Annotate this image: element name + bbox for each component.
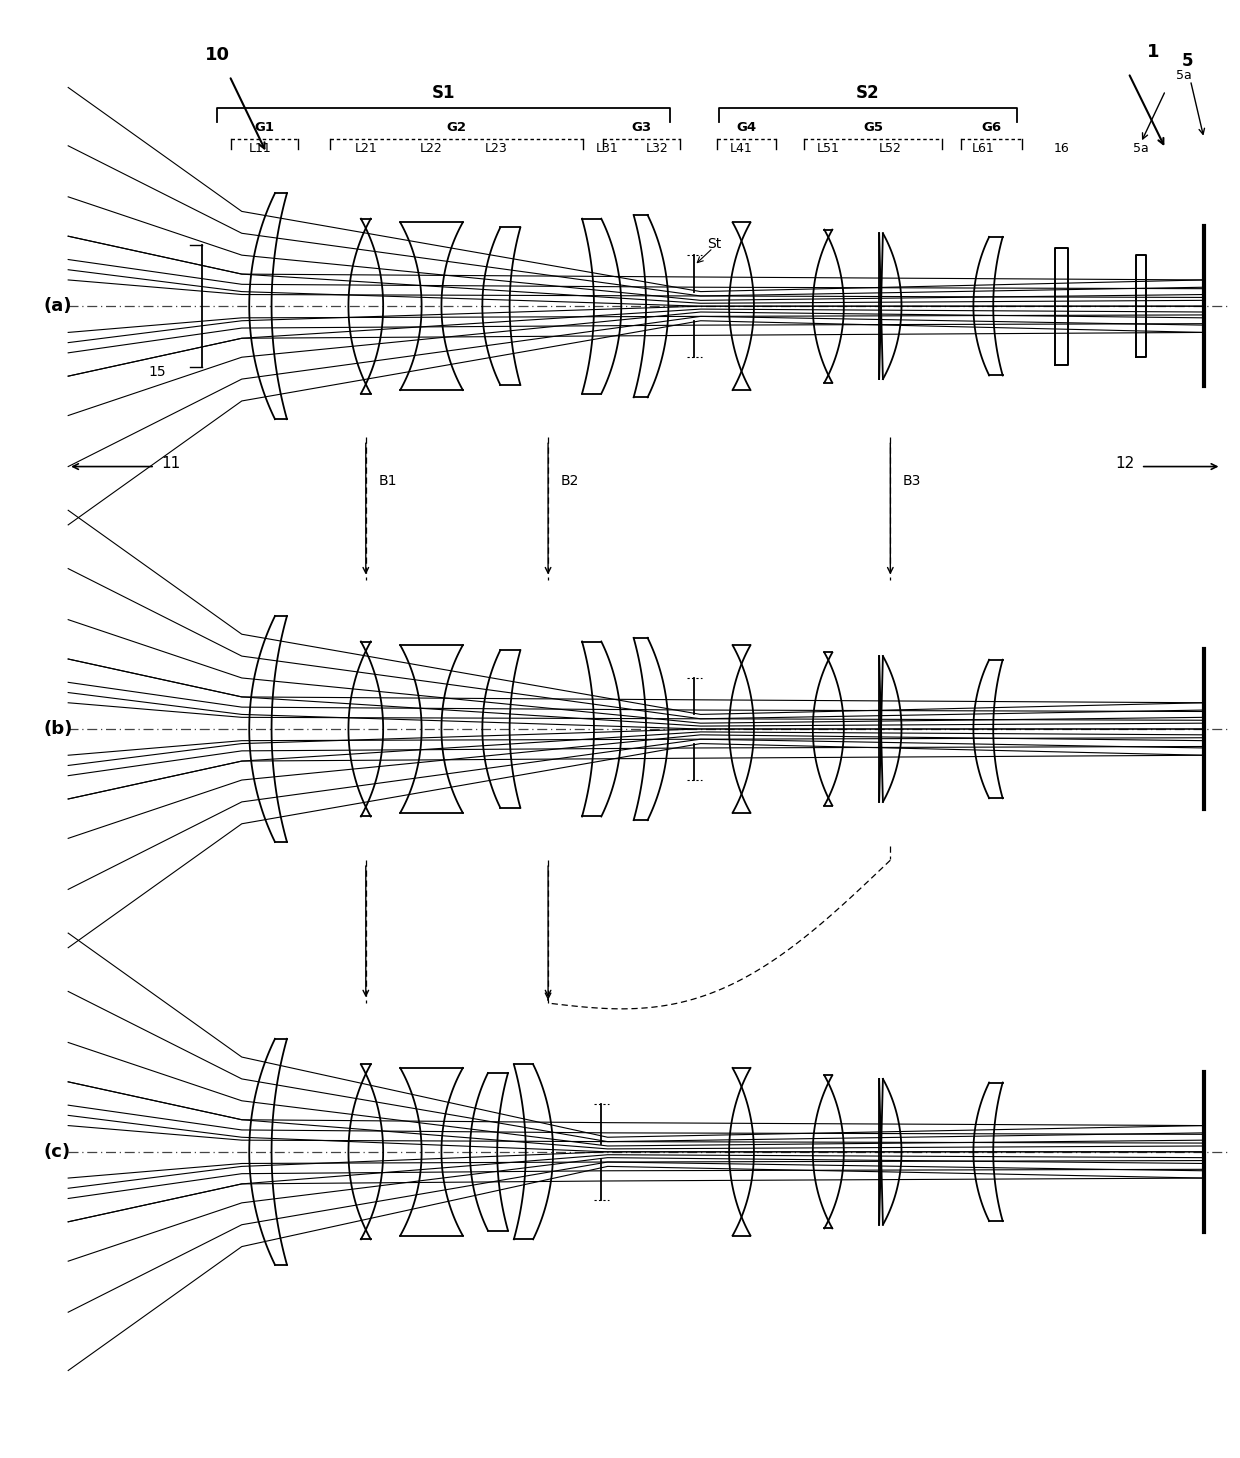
Text: G6: G6 bbox=[981, 121, 1002, 134]
Text: L22: L22 bbox=[420, 141, 443, 155]
Text: 11: 11 bbox=[161, 456, 181, 471]
Text: B2: B2 bbox=[560, 474, 579, 488]
Text: L23: L23 bbox=[485, 141, 507, 155]
Text: (a): (a) bbox=[43, 297, 72, 315]
Text: B1: B1 bbox=[378, 474, 397, 488]
Text: 5a: 5a bbox=[1176, 69, 1192, 82]
Text: G1: G1 bbox=[254, 121, 274, 134]
Text: 12: 12 bbox=[1115, 456, 1135, 471]
Text: L52: L52 bbox=[879, 141, 901, 155]
Text: L11: L11 bbox=[249, 141, 272, 155]
Text: 1: 1 bbox=[1147, 44, 1159, 61]
Text: L31: L31 bbox=[596, 141, 619, 155]
Text: S2: S2 bbox=[856, 85, 880, 102]
Text: G3: G3 bbox=[631, 121, 651, 134]
Text: (c): (c) bbox=[43, 1143, 71, 1161]
Text: 15: 15 bbox=[149, 364, 166, 379]
Text: (b): (b) bbox=[43, 720, 73, 738]
Text: G5: G5 bbox=[863, 121, 883, 134]
Text: G4: G4 bbox=[737, 121, 756, 134]
Text: 5: 5 bbox=[1182, 52, 1194, 70]
Text: L41: L41 bbox=[730, 141, 753, 155]
Text: S1: S1 bbox=[432, 85, 455, 102]
Text: St: St bbox=[707, 236, 720, 251]
Text: 10: 10 bbox=[205, 47, 229, 64]
Text: L32: L32 bbox=[646, 141, 668, 155]
Text: L21: L21 bbox=[355, 141, 377, 155]
Text: G2: G2 bbox=[446, 121, 466, 134]
Text: 5a: 5a bbox=[1133, 141, 1148, 155]
Text: L61: L61 bbox=[972, 141, 994, 155]
Text: L51: L51 bbox=[817, 141, 839, 155]
Text: B3: B3 bbox=[903, 474, 921, 488]
Text: 16: 16 bbox=[1054, 141, 1069, 155]
